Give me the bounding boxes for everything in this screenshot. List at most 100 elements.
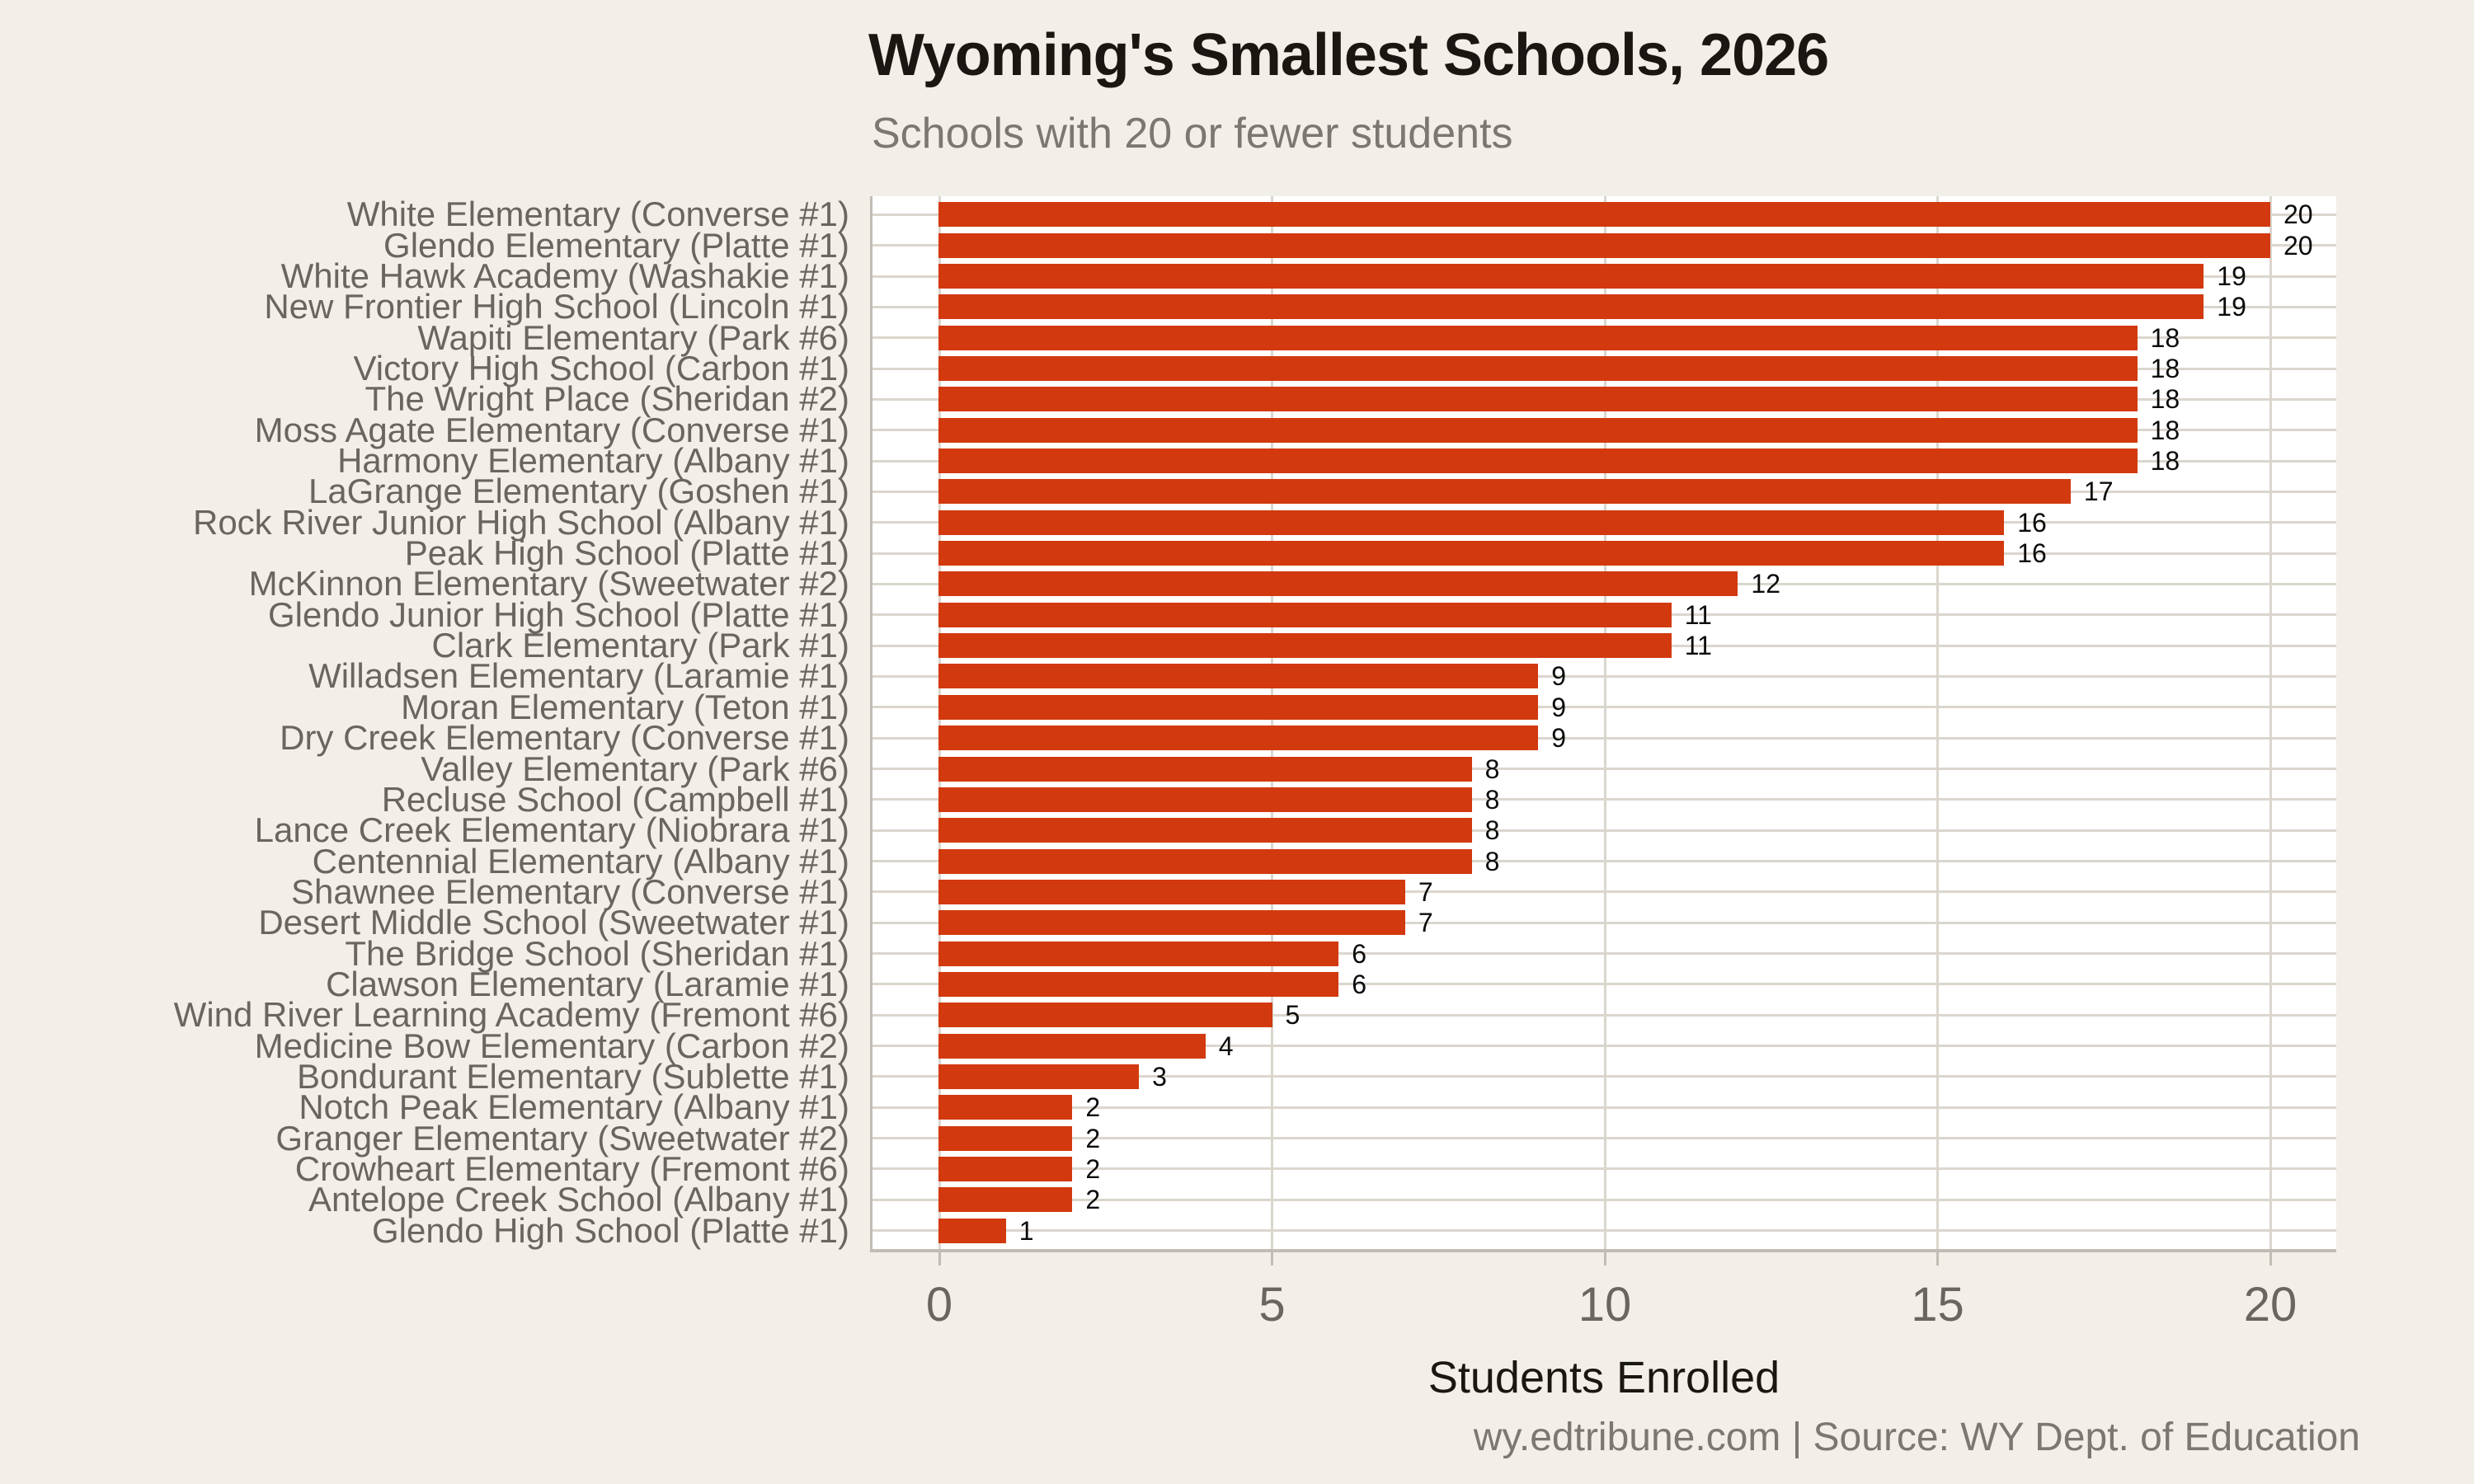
y-gridline [872,1106,2336,1109]
y-axis-label: Victory High School (Carbon #1) [353,349,849,388]
bar-value-label: 16 [2017,538,2047,569]
y-axis-label: Dry Creek Elementary (Converse #1) [280,718,849,758]
bar-value-label: 3 [1152,1061,1167,1092]
bar [938,879,1405,904]
bar [938,787,1472,812]
bar-value-label: 6 [1352,938,1366,969]
y-axis-label: Granger Elementary (Sweetwater #2) [275,1118,849,1158]
bar-value-label: 11 [1684,599,1712,630]
bar [938,479,2071,505]
x-tick-label: 5 [1258,1278,1286,1331]
bar-value-label: 2 [1085,1123,1101,1153]
bar [938,448,2138,474]
y-axis-label: Peak High School (Platte #1) [404,533,849,573]
y-axis-label: Glendo Elementary (Platte #1) [383,225,849,265]
bar [938,910,1405,936]
chart-subtitle: Schools with 20 or fewer students [872,110,1513,157]
y-axis-label: Medicine Bow Elementary (Carbon #2) [254,1026,849,1065]
y-axis-label: Shawnee Elementary (Converse #1) [290,871,849,911]
bar [938,232,2270,258]
bar-value-label: 9 [1551,692,1567,722]
y-gridline [872,1198,2336,1201]
y-gridline [872,983,2336,986]
bar [938,417,2138,443]
bar [938,510,2005,535]
y-axis-label: The Bridge School (Sheridan #1) [345,933,849,973]
y-axis-label: Crowheart Elementary (Fremont #6) [294,1148,849,1188]
bar-value-label: 8 [1484,784,1500,815]
bar [938,356,2138,382]
y-gridline [872,1045,2336,1048]
bar-value-label: 1 [1018,1215,1034,1246]
bar [938,387,2138,412]
y-axis-label: Glendo High School (Platte #1) [372,1210,849,1250]
y-gridline [872,921,2336,924]
y-gridline [872,1075,2336,1078]
y-axis-label: Clawson Elementary (Laramie #1) [326,964,849,1003]
bar [938,1156,1073,1181]
y-axis-label: Wapiti Elementary (Park #6) [417,317,849,357]
bar [938,325,2138,350]
y-axis-label: Notch Peak Elementary (Albany #1) [299,1087,849,1127]
y-axis-label: New Frontier High School (Lincoln #1) [264,287,849,326]
bar [938,264,2204,289]
bar-value-label: 17 [2083,477,2114,507]
x-axis: 0 5 10 15 20 [872,1252,2336,1360]
bar-value-label: 18 [2150,354,2180,384]
bar [938,1187,1073,1213]
bar [938,602,1672,627]
y-gridline [872,829,2336,832]
y-axis-label: Desert Middle School (Sweetwater #1) [258,903,849,942]
y-axis-line [870,196,872,1252]
y-gridline [872,952,2336,956]
x-tick-label: 10 [1578,1278,1632,1331]
x-gridline [938,196,941,1249]
bar-value-label: 16 [2017,507,2047,538]
x-tick-mark [938,1252,941,1266]
bar [938,1033,1206,1059]
bar [938,694,1539,720]
bar-value-label: 18 [2150,384,2180,415]
bar-value-label: 12 [1751,569,1780,599]
y-axis-label: McKinnon Elementary (Sweetwater #2) [248,564,849,603]
y-gridline [872,674,2336,678]
bar [938,1064,1140,1089]
x-gridline [1603,196,1606,1249]
bar-value-label: 2 [1085,1185,1101,1215]
bar-value-label: 2 [1085,1092,1101,1123]
bar [938,818,1472,843]
y-axis-label: Recluse School (Campbell #1) [381,779,849,819]
x-axis-title: Students Enrolled [1427,1353,1780,1402]
bar [938,202,2270,228]
bar-value-label: 7 [1418,908,1433,938]
bar-value-label: 4 [1218,1031,1234,1061]
y-gridline [872,1013,2336,1017]
y-gridline [872,860,2336,863]
y-axis-label: Glendo Junior High School (Platte #1) [267,594,849,634]
x-axis-line [870,1249,2336,1252]
bar-value-label: 8 [1484,846,1500,876]
chart-title: Wyoming's Smallest Schools, 2026 [868,22,1829,88]
bar [938,941,1339,966]
y-axis-label: Valley Elementary (Park #6) [421,749,849,788]
x-tick-mark [2269,1252,2272,1266]
x-tick-label: 20 [2243,1278,2298,1331]
y-axis-label: The Wright Place (Sheridan #2) [365,379,849,419]
bar [938,971,1339,997]
bar [938,1218,1006,1243]
bar-value-label: 19 [2217,261,2246,292]
y-axis-label: Lance Creek Elementary (Niobrara #1) [254,810,849,850]
bar-value-label: 11 [1684,631,1712,661]
bar-value-label: 18 [2150,415,2180,445]
bar-value-label: 8 [1484,815,1500,846]
bar-value-label: 20 [2284,200,2313,230]
bar-value-label: 20 [2284,230,2313,261]
plot-panel: 20 20 19 19 18 18 18 18 18 17 16 16 12 11 11 9 9 9 8 8 8 8 7 7 6… [872,196,2336,1249]
y-axis-label: Clark Elementary (Park #1) [431,626,849,665]
y-axis-label: Wind River Learning Academy (Fremont #6) [173,995,849,1035]
y-gridline [872,768,2336,770]
y-axis-label: Harmony Elementary (Albany #1) [337,441,849,481]
y-gridline [872,1167,2336,1171]
y-axis-label: Moran Elementary (Teton #1) [401,687,849,726]
y-gridline [872,1229,2336,1233]
